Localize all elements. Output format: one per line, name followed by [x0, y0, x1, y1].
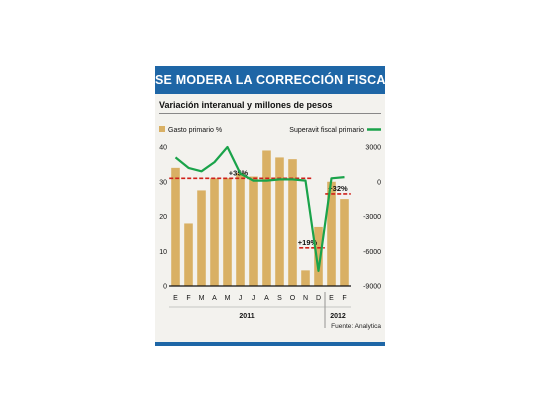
bar-gasto-primario [197, 190, 206, 286]
line-superavit-fiscal [174, 145, 345, 272]
chart-subtitle: Variación interanual y millones de pesos [159, 100, 333, 110]
legend-swatch-gasto [159, 126, 165, 132]
legend-label-superavit: Superavit fiscal primario [289, 127, 364, 134]
left-axis-tick-label: 10 [159, 249, 167, 256]
left-axis-tick-label: 20 [159, 214, 167, 221]
x-axis-tick-label: F [342, 295, 346, 302]
bar-gasto-primario [184, 223, 193, 286]
x-axis-tick-label: O [290, 295, 296, 302]
subtitle-divider [159, 113, 381, 114]
bar-gasto-primario [314, 226, 323, 286]
chart-card: SE MODERA LA CORRECCIÓN FISCAL Variación… [155, 66, 393, 346]
bar-gasto-primario [301, 270, 310, 286]
bar-gasto-primario [210, 178, 219, 286]
year-label: 2011 [239, 313, 254, 320]
bar-gasto-primario [171, 167, 180, 286]
x-axis-tick-label: M [199, 295, 205, 302]
x-axis-tick-label: J [252, 295, 256, 302]
bar-gasto-primario [275, 157, 284, 286]
left-axis-tick-label: 30 [159, 179, 167, 186]
right-axis-tick-label: 0 [377, 179, 381, 186]
bar-gasto-primario [340, 199, 349, 286]
right-axis-tick-label: -3000 [363, 214, 381, 221]
year-label: 2012 [330, 313, 346, 320]
chart-plot: Gasto primario % Superavit fiscal primari… [159, 126, 381, 328]
x-axis-tick-label: S [277, 295, 282, 302]
right-axis-tick-label: -9000 [363, 284, 381, 291]
x-axis-tick-label: J [239, 295, 243, 302]
left-axis-tick-label: 40 [159, 145, 167, 152]
annotation-label: +35% [229, 168, 249, 177]
right-axis-tick-label: -6000 [363, 249, 381, 256]
x-axis-tick-label: E [173, 295, 178, 302]
legend-label-gasto: Gasto primario % [168, 127, 222, 134]
x-axis-tick-label: E [329, 295, 334, 302]
x-axis-tick-label: F [186, 295, 190, 302]
source-note: Fuente: Analytica [331, 323, 381, 330]
bar-gasto-primario [327, 181, 336, 286]
right-axis-tick-label: 3000 [365, 145, 381, 152]
bar-gasto-primario [249, 176, 258, 286]
bar-gasto-primario [236, 173, 245, 286]
bar-gasto-primario [223, 178, 232, 286]
x-axis-tick-label: N [303, 295, 308, 302]
x-axis-tick-label: A [212, 295, 217, 302]
bar-gasto-primario [262, 150, 271, 286]
bar-gasto-primario [288, 159, 297, 286]
x-axis-tick-label: M [225, 295, 231, 302]
x-axis-tick-label: A [264, 295, 269, 302]
annotation-label: +32% [328, 184, 348, 193]
annotation-label: +19% [298, 238, 318, 247]
x-axis-tick-label: D [316, 295, 321, 302]
left-axis-tick-label: 0 [163, 284, 167, 291]
chart-title: SE MODERA LA CORRECCIÓN FISCAL [155, 66, 393, 94]
